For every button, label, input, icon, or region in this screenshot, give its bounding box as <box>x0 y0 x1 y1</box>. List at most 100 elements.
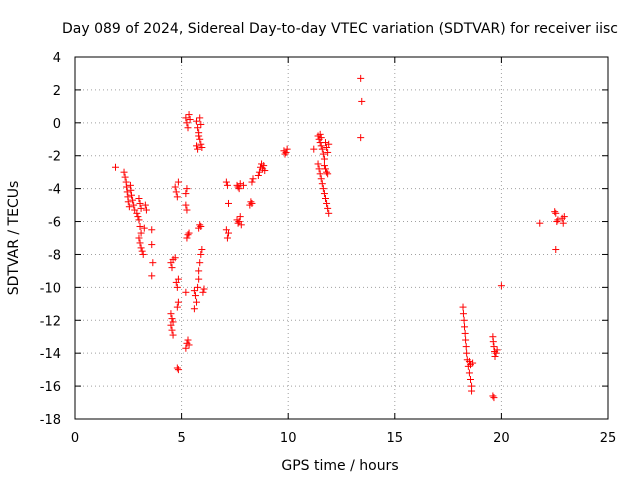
data-point <box>314 160 322 168</box>
data-point <box>183 185 191 193</box>
data-point <box>323 168 331 176</box>
data-point <box>536 219 544 227</box>
data-point <box>260 162 268 170</box>
data-point <box>194 145 202 153</box>
y-tick-label: -6 <box>48 216 61 231</box>
data-point <box>466 376 474 384</box>
data-point <box>199 288 207 296</box>
data-point <box>317 134 325 142</box>
data-point <box>184 124 192 132</box>
data-point <box>357 74 365 82</box>
y-tick-label: 4 <box>53 51 61 66</box>
data-point <box>148 272 156 280</box>
data-point <box>137 229 145 237</box>
data-point <box>552 209 560 217</box>
data-point <box>497 282 505 290</box>
data-point <box>310 145 318 153</box>
data-point <box>196 221 204 229</box>
data-point <box>236 213 244 221</box>
y-tick-label: -16 <box>40 380 61 395</box>
data-point <box>316 170 324 178</box>
data-point <box>135 195 143 203</box>
data-point <box>112 163 120 171</box>
data-point <box>459 303 467 311</box>
data-point <box>492 349 500 357</box>
data-point <box>134 213 142 221</box>
data-point <box>551 208 559 216</box>
data-point <box>235 185 243 193</box>
y-tick-label: 0 <box>53 117 61 132</box>
data-point <box>317 142 325 150</box>
data-point <box>254 171 262 179</box>
x-axis-label: GPS time / hours <box>281 458 398 474</box>
y-tick-label: -4 <box>48 183 61 198</box>
data-point <box>124 198 132 206</box>
y-tick-label: -2 <box>48 150 61 165</box>
data-point <box>141 201 149 209</box>
y-tick-label: -12 <box>40 314 61 329</box>
data-point <box>139 250 147 258</box>
data-point <box>169 318 177 326</box>
data-point <box>130 201 138 209</box>
data-point <box>255 168 263 176</box>
data-point <box>465 357 473 365</box>
data-point <box>325 209 333 217</box>
y-tick-label: -18 <box>40 413 61 428</box>
data-point <box>315 165 323 173</box>
x-tick-label: 15 <box>387 431 404 446</box>
data-point <box>137 204 145 212</box>
data-point <box>322 195 330 203</box>
data-point <box>465 369 473 377</box>
data-point <box>173 364 181 372</box>
y-tick-labels: -18 -16 -14 -12 -10 -8 -6 -4 -2 0 2 4 <box>40 51 61 428</box>
x-tick-label: 0 <box>71 431 79 446</box>
data-point <box>190 305 198 313</box>
data-point <box>200 285 208 293</box>
data-point <box>168 326 176 334</box>
data-point <box>185 111 193 119</box>
data-point <box>196 259 204 267</box>
data-point <box>261 167 269 175</box>
data-point <box>237 221 245 229</box>
data-point <box>123 183 131 191</box>
data-point <box>125 203 133 211</box>
data-point <box>135 216 143 224</box>
data-point <box>460 316 468 324</box>
data-point <box>234 219 242 227</box>
data-point <box>138 247 146 255</box>
data-point <box>317 175 325 183</box>
data-point <box>193 298 201 306</box>
data-point <box>137 244 145 252</box>
data-point <box>463 349 471 357</box>
data-point <box>318 145 326 153</box>
data-point <box>222 178 230 186</box>
data-point <box>320 155 328 163</box>
data-point <box>323 199 331 207</box>
data-point <box>173 193 181 201</box>
data-point <box>120 168 128 176</box>
data-point <box>247 198 255 206</box>
data-point <box>182 190 190 198</box>
data-point <box>225 199 233 207</box>
gridlines <box>75 57 608 419</box>
data-point <box>135 234 143 242</box>
data-point <box>468 387 476 395</box>
data-point <box>127 191 135 199</box>
data-point <box>357 134 365 142</box>
data-point <box>174 275 182 283</box>
data-point <box>552 246 560 254</box>
data-point <box>186 116 194 124</box>
data-point <box>320 162 328 170</box>
data-point <box>194 124 202 132</box>
data-point <box>459 310 467 318</box>
data-point <box>182 201 190 209</box>
data-point <box>184 231 192 239</box>
data-points <box>112 74 568 402</box>
data-point <box>194 283 202 291</box>
data-point <box>281 150 289 158</box>
data-point <box>184 336 192 344</box>
data-point <box>183 206 191 214</box>
data-point <box>322 139 330 147</box>
data-point <box>183 119 191 127</box>
